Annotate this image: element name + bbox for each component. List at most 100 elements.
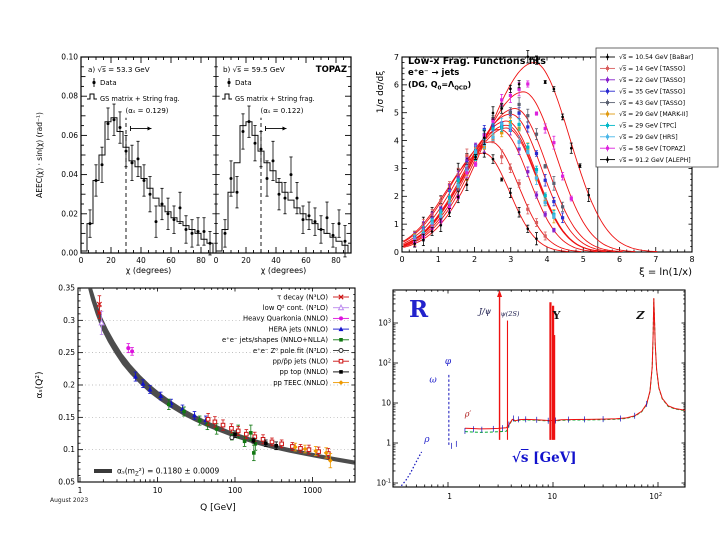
- tick-label: 80: [196, 256, 206, 265]
- sqrt-s-unit: [GeV]: [528, 450, 577, 466]
- y-axis-label: αₛ(Q²): [35, 371, 45, 398]
- annotation-label: φ: [445, 357, 452, 367]
- lowx-subtitle2-sub1: 0: [437, 85, 442, 92]
- legend-entry: Heavy Quarkonia (NNLO): [243, 315, 328, 323]
- sqrt-s-char: s: [520, 450, 529, 466]
- tick-label: 102: [378, 358, 391, 367]
- legend-entry: HERA jets (NNLO): [269, 325, 329, 333]
- panel-title: b) √s̅ = 59.5 GeV: [223, 65, 285, 74]
- fit-label: GS matrix + String frag.: [100, 95, 180, 103]
- tick-label: 0.15: [58, 413, 75, 422]
- annotation-label: ω: [429, 375, 437, 385]
- arrow-icon: [282, 126, 287, 131]
- annotation-label: ρ′: [464, 409, 472, 418]
- data-label: Data: [235, 79, 252, 87]
- x-axis-label: ξ = ln(1/x): [639, 267, 692, 278]
- fit-label: GS matrix + String frag.: [235, 95, 315, 103]
- legend-entry: √s̅ = 29 GeV [TPC]: [619, 122, 677, 130]
- lowx-title: Low-x Frag. Functions fits: [408, 56, 546, 67]
- tick-label: 10: [547, 492, 557, 501]
- lowx-subtitle2-p1: (DG, Q: [408, 80, 438, 89]
- lowx-title-block: Low-x Frag. Functions fits e⁺e⁻ → jets (…: [408, 56, 546, 95]
- lowx-subtitle2: (DG, Q0=ΛQCD): [408, 79, 546, 95]
- tick-label: 0.06: [61, 131, 78, 140]
- tick-label: 0.35: [58, 283, 75, 292]
- annotation-label: J/ψ: [477, 307, 492, 316]
- tick-label: 0.08: [61, 92, 78, 101]
- step-glyph-icon: [222, 93, 232, 100]
- tick-label: 0.05: [58, 478, 75, 487]
- tick-label: 60: [166, 256, 176, 265]
- arrow-up-icon: [497, 290, 503, 297]
- legend-entry: e⁺e⁻ Z⁰ pole fit (N³LO): [253, 347, 328, 355]
- legend-entry: pp TEEC (NNLO): [273, 379, 328, 387]
- tick-label: 7: [394, 53, 399, 62]
- legend-entry: pp top (NNLO): [280, 368, 329, 376]
- y-axis-label: 1/σ dσ/dξ: [376, 71, 386, 114]
- tick-label: 0.25: [58, 348, 75, 357]
- legend-box: [595, 47, 719, 168]
- lowx-subtitle: e⁺e⁻ → jets: [408, 68, 460, 78]
- pqcd-fit-curve: [464, 298, 686, 430]
- uncertainty-band: [88, 288, 355, 465]
- tick-label: 1: [447, 492, 452, 501]
- annotation-label: Υ: [552, 309, 561, 322]
- lowx-subtitle2-p2: =Λ: [441, 80, 455, 89]
- tick-label: 60: [301, 256, 311, 265]
- fit-curve: [403, 62, 658, 253]
- tick-label: 3: [394, 164, 399, 173]
- tick-label: 8: [689, 255, 694, 264]
- tick-label: 3: [508, 255, 513, 264]
- legend-entry: e⁺e⁻ jets/shapes (NNLO+NLLA): [222, 336, 328, 344]
- r-data-curve-lowx: [400, 451, 423, 487]
- y-axis-label: AEEC(χ) · sin(χ) (rad⁻¹): [35, 112, 44, 198]
- tick-label: 20: [106, 256, 116, 265]
- tick-label: 40: [271, 256, 281, 265]
- x-axis-label: χ (degrees): [261, 266, 307, 275]
- date-stamp: August 2023: [50, 497, 88, 504]
- tick-label: 0.00: [61, 249, 78, 258]
- lowx-subtitle2-sub2: QCD: [454, 85, 468, 92]
- tick-label: 6: [617, 255, 622, 264]
- legend-entry: √s̅ = 29 GeV [MARK-II]: [619, 110, 688, 118]
- tick-label: 10: [153, 486, 163, 495]
- annotation-label: ρ: [423, 435, 430, 445]
- tick-label: 2: [394, 192, 399, 201]
- fit-curve: [403, 108, 623, 253]
- fit-curve: [403, 124, 607, 253]
- tick-label: 1: [386, 439, 391, 448]
- tick-label: 0: [399, 255, 404, 264]
- legend-entry: pp/p̄p jets (NLO): [273, 358, 329, 366]
- tick-label: 103: [378, 318, 391, 327]
- legend-entry: low Q² cont. (N³LO): [263, 304, 329, 312]
- tick-label: 0.2: [63, 380, 75, 389]
- tick-label: 100: [228, 486, 243, 495]
- tick-label: 1: [394, 220, 399, 229]
- data-label: Data: [100, 79, 117, 87]
- tick-label: 0.02: [61, 209, 78, 218]
- x-axis-label: χ (degrees): [126, 266, 172, 275]
- step-glyph-icon: [87, 93, 97, 100]
- lowx-fragmentation-plot: 0 1 2 3 4 5 6 7 8 0 1 2 3 4 5 6 7 ξ = ln(1/x) 1/σ dσ/dξ √s̅…: [376, 47, 719, 278]
- tick-label: 0.10: [61, 53, 78, 62]
- r-ratio-plot: 10-1 1 10 102 103 1 10 102 ρ ωφ ρ′ J/ψ ψ(2S) Υ Z: [372, 283, 686, 501]
- annotation-label: Z: [635, 309, 645, 322]
- legend-entry: √s̅ = 29 GeV [HRS]: [619, 133, 678, 141]
- tick-label: 0: [214, 256, 219, 265]
- tick-label: 80: [331, 256, 341, 265]
- tick-label: 0: [394, 248, 399, 257]
- legend-entry: √s̅ = 91.2 GeV [ALEPH]: [619, 156, 691, 164]
- alphas-running-plot: 0.05 0.1 0.15 0.2 0.25 0.3 0.35 1 10 100 1000 τ dec…: [35, 283, 356, 513]
- tick-label: 102: [649, 492, 662, 501]
- fit-curve: [403, 127, 607, 253]
- tick-label: 10: [381, 399, 391, 408]
- legend-entry: τ decay (N³LO): [277, 293, 328, 301]
- tick-label: 0.3: [63, 316, 75, 325]
- panel-title: a) √s̅ = 53.3 GeV: [88, 65, 150, 74]
- r-label: R: [409, 296, 429, 323]
- x-axis-label: Q [GeV]: [200, 503, 236, 513]
- legend-entry: √s̅ = 43 GeV [TASSO]: [619, 99, 685, 107]
- tick-label: 10-1: [376, 478, 391, 487]
- sqrt-glyph: √: [512, 450, 521, 466]
